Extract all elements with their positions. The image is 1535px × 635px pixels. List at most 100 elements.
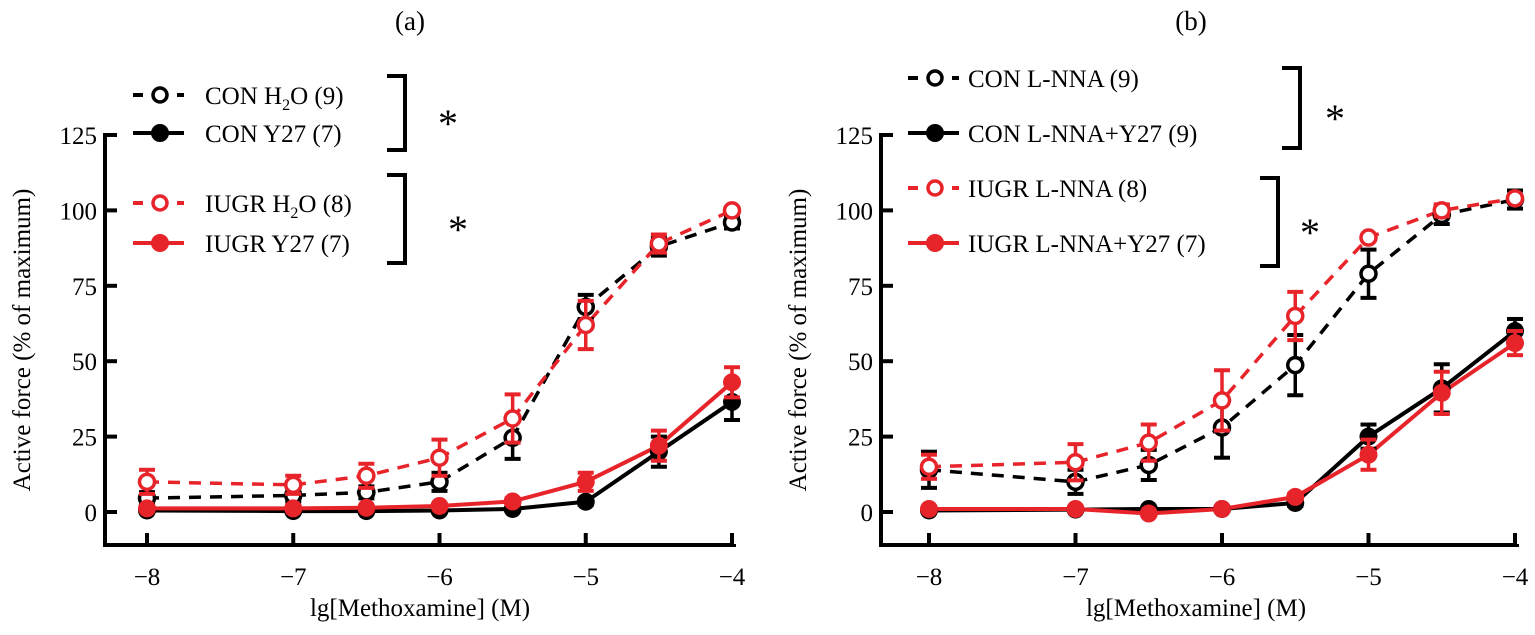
data-point	[1359, 264, 1378, 283]
y-tick-label: 100	[836, 198, 874, 225]
legend-marker	[151, 86, 169, 104]
y-tick-label: 25	[848, 425, 873, 452]
legend-marker	[926, 179, 944, 197]
legend-item: CON L-NNA+Y27 (9)	[908, 121, 1197, 148]
legend: CON H2O (9) CON Y27 (7) IUGR H2O (8) IUGR Y…	[133, 74, 468, 265]
y-axis-title: Active force (% of maximum)	[785, 189, 812, 492]
x-tick-label: −4	[1502, 564, 1529, 591]
y-tick-label: 50	[72, 349, 97, 376]
x-tick-label: −8	[134, 564, 161, 591]
data-point	[722, 201, 742, 220]
x-tick-label: −8	[916, 564, 943, 591]
significance-bracket	[1260, 176, 1280, 268]
significance-star: *	[1325, 96, 1345, 141]
data-point	[284, 475, 303, 495]
x-tick-label: −7	[1062, 564, 1089, 591]
legend-label: IUGR L-NNA+Y27 (7)	[968, 231, 1206, 258]
significance-star: *	[438, 101, 458, 146]
legend-marker	[926, 69, 944, 87]
y-tick-label: 25	[72, 425, 97, 452]
data-point	[1359, 445, 1378, 464]
significance-star: *	[448, 207, 468, 252]
y-tick-label: 100	[60, 198, 98, 225]
y-tick-label: 0	[85, 500, 98, 527]
series-points	[138, 365, 741, 518]
data-point	[1286, 487, 1305, 506]
significance-star: *	[1300, 210, 1320, 255]
data-point	[649, 436, 668, 455]
data-point	[576, 492, 595, 511]
legend-label: IUGR H2O (8)	[205, 191, 352, 222]
legend-item: CON L-NNA (9)	[908, 66, 1139, 93]
data-point	[576, 315, 595, 335]
data-point	[503, 492, 522, 511]
y-tick-label: 125	[60, 123, 98, 150]
legend-label: CON H2O (9)	[205, 83, 344, 114]
significance-bracket	[1282, 66, 1302, 150]
series-line	[928, 196, 1516, 469]
series-line	[929, 341, 1517, 516]
y-tick-label: 75	[848, 274, 873, 301]
axes: 0 25 50 75 100 125 −8 −7 −6 −5 −4	[60, 123, 746, 591]
panel-a: (a) Active force (% of maximum) lg[Metho…	[9, 6, 746, 622]
x-tick-label: −4	[719, 564, 746, 591]
data-point	[1139, 504, 1158, 523]
series-points	[137, 201, 742, 496]
data-point	[1213, 499, 1231, 518]
data-point	[649, 234, 669, 253]
series-line	[146, 400, 734, 514]
legend-item: CON H2O (9)	[133, 83, 344, 114]
legend: CON L-NNA (9) CON L-NNA+Y27 (9) IUGR L-NNA…	[908, 66, 1345, 268]
panel-title: (a)	[395, 6, 425, 36]
data-point	[576, 472, 595, 491]
data-point	[1359, 228, 1378, 247]
data-point	[1286, 355, 1305, 375]
x-axis-title: lg[Methoxamine] (M)	[1086, 595, 1306, 622]
x-tick-label: −7	[280, 564, 307, 591]
data-point	[357, 466, 376, 486]
plot-marks	[137, 201, 742, 521]
legend-label: CON L-NNA+Y27 (9)	[968, 121, 1197, 148]
legend-marker	[151, 124, 169, 142]
y-tick-label: 50	[848, 349, 873, 376]
x-tick-label: −6	[1209, 564, 1236, 591]
significance-bracket	[387, 74, 407, 152]
data-point	[919, 457, 939, 477]
x-tick-label: −5	[572, 564, 599, 591]
data-point	[1432, 201, 1451, 220]
y-tick-label: 125	[836, 123, 874, 150]
significance-bracket	[387, 173, 407, 265]
x-tick-label: −5	[1355, 564, 1382, 591]
legend-item: CON Y27 (7)	[133, 121, 342, 148]
x-axis-title: lg[Methoxamine] (M)	[310, 595, 530, 622]
data-point	[1066, 452, 1085, 472]
legend-marker	[926, 234, 944, 252]
legend-marker	[926, 124, 944, 142]
legend-item: IUGR H2O (8)	[133, 191, 352, 222]
data-point	[1432, 383, 1451, 402]
x-tick-label: −6	[426, 564, 453, 591]
y-tick-label: 75	[72, 274, 97, 301]
legend-item: IUGR L-NNA (8)	[908, 176, 1147, 203]
series-line	[147, 380, 734, 511]
legend-marker	[151, 194, 169, 212]
series-line	[928, 197, 1516, 484]
data-point	[1066, 499, 1085, 518]
data-point	[138, 499, 156, 518]
legend-marker	[151, 234, 169, 252]
data-point	[284, 499, 303, 518]
data-point	[1286, 306, 1305, 326]
series-line	[146, 220, 733, 500]
data-point	[920, 499, 938, 518]
data-point	[503, 409, 522, 428]
plot-marks	[919, 188, 1525, 523]
panel-b: (b) Active force (% of maximum) lg[Metho…	[785, 6, 1529, 622]
series-points	[919, 189, 1525, 483]
series-line	[146, 208, 733, 487]
data-point	[357, 498, 376, 517]
data-point	[430, 496, 449, 515]
data-point	[1505, 189, 1525, 208]
panel-title: (b)	[1175, 6, 1206, 36]
data-point	[430, 448, 449, 467]
